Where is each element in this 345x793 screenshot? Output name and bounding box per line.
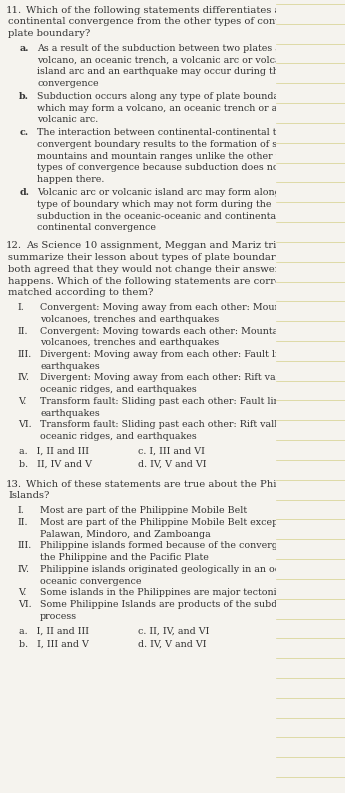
Text: a.   I, II and III: a. I, II and III xyxy=(19,446,89,456)
Text: Transform fault: Sliding past each other: Fault lines and: Transform fault: Sliding past each other… xyxy=(40,397,311,406)
Text: earthquakes: earthquakes xyxy=(40,362,100,371)
Text: II.: II. xyxy=(18,518,28,527)
Text: Some islands in the Philippines are major tectonic plates: Some islands in the Philippines are majo… xyxy=(40,588,314,597)
Text: Islands?: Islands? xyxy=(8,492,50,500)
Text: plate boundary?: plate boundary? xyxy=(8,29,90,38)
Text: Palawan, Mindoro, and Zamboanga: Palawan, Mindoro, and Zamboanga xyxy=(40,530,211,538)
Text: oceanic ridges, and earthquakes: oceanic ridges, and earthquakes xyxy=(40,385,197,394)
Text: Most are part of the Philippine Mobile Belt except for: Most are part of the Philippine Mobile B… xyxy=(40,518,299,527)
Text: volcanoes, trenches and earthquakes: volcanoes, trenches and earthquakes xyxy=(40,315,219,324)
Text: b.: b. xyxy=(19,92,29,101)
Text: VI.: VI. xyxy=(18,600,31,609)
Text: As a result of the subduction between two plates a: As a result of the subduction between tw… xyxy=(37,44,281,52)
Text: Subduction occurs along any type of plate boundaries: Subduction occurs along any type of plat… xyxy=(37,92,297,101)
Text: c.: c. xyxy=(19,128,28,137)
Text: d. IV, V and VI: d. IV, V and VI xyxy=(138,460,207,469)
Text: Which of these statements are true about the Philippine: Which of these statements are true about… xyxy=(26,480,312,488)
Text: convergent boundary results to the formation of steep: convergent boundary results to the forma… xyxy=(37,140,298,149)
Text: volcano, an oceanic trench, a volcanic arc or volcanic: volcano, an oceanic trench, a volcanic a… xyxy=(37,56,295,64)
Text: III.: III. xyxy=(18,542,32,550)
Text: subduction in the oceanic-oceanic and continental-: subduction in the oceanic-oceanic and co… xyxy=(37,212,283,220)
Text: Philippine islands originated geologically in an oceanic-: Philippine islands originated geological… xyxy=(40,565,309,574)
Text: Philippine islands formed because of the convergence of: Philippine islands formed because of the… xyxy=(40,542,313,550)
Text: b.   I, III and V: b. I, III and V xyxy=(19,639,89,649)
Text: happens. Which of the following statements are correctly: happens. Which of the following statemen… xyxy=(8,277,300,285)
Text: Convergent: Moving towards each other: Mountains,: Convergent: Moving towards each other: M… xyxy=(40,327,295,335)
Text: I.: I. xyxy=(18,303,25,312)
Text: The interaction between continental-continental type of: The interaction between continental-cont… xyxy=(37,128,306,137)
Text: IV.: IV. xyxy=(18,565,30,574)
Text: 11.: 11. xyxy=(6,6,22,14)
Text: V.: V. xyxy=(18,588,26,597)
Text: types of convergence because subduction does not: types of convergence because subduction … xyxy=(37,163,283,172)
Text: c. II, IV, and VI: c. II, IV, and VI xyxy=(138,626,209,635)
Text: type of boundary which may not form during the: type of boundary which may not form duri… xyxy=(37,200,272,209)
Text: Most are part of the Philippine Mobile Belt: Most are part of the Philippine Mobile B… xyxy=(40,506,247,515)
Text: volcanic arc.: volcanic arc. xyxy=(37,115,99,125)
Text: I.: I. xyxy=(18,506,25,515)
Text: Volcanic arc or volcanic island arc may form along this: Volcanic arc or volcanic island arc may … xyxy=(37,188,302,197)
Text: VI.: VI. xyxy=(18,420,31,430)
Text: oceanic convergence: oceanic convergence xyxy=(40,577,141,585)
Text: Divergent: Moving away from each other: Fault lines and: Divergent: Moving away from each other: … xyxy=(40,350,316,359)
Text: happen there.: happen there. xyxy=(37,175,105,184)
Text: island arc and an earthquake may occur during the: island arc and an earthquake may occur d… xyxy=(37,67,285,76)
Text: continental convergence: continental convergence xyxy=(37,224,156,232)
Text: 13.: 13. xyxy=(6,480,21,488)
Text: the Philippine and the Pacific Plate: the Philippine and the Pacific Plate xyxy=(40,553,209,562)
Text: Transform fault: Sliding past each other: Rift valleys,: Transform fault: Sliding past each other… xyxy=(40,420,296,430)
Text: a.: a. xyxy=(19,44,29,52)
Text: both agreed that they would not change their answers whatever: both agreed that they would not change t… xyxy=(8,265,336,274)
Text: mountains and mountain ranges unlike the other two: mountains and mountain ranges unlike the… xyxy=(37,151,294,161)
Text: V.: V. xyxy=(18,397,26,406)
Text: earthquakes: earthquakes xyxy=(40,408,100,418)
Text: summarize their lesson about types of plate boundaries. They: summarize their lesson about types of pl… xyxy=(8,253,322,262)
Text: b.   II, IV and V: b. II, IV and V xyxy=(19,460,92,469)
Text: III.: III. xyxy=(18,350,32,359)
Text: d. IV, V and VI: d. IV, V and VI xyxy=(138,639,207,649)
Text: Divergent: Moving away from each other: Rift valleys,: Divergent: Moving away from each other: … xyxy=(40,374,301,382)
Text: process: process xyxy=(40,611,77,621)
Text: d.: d. xyxy=(19,188,29,197)
Text: As Science 10 assignment, Meggan and Mariz tried to: As Science 10 assignment, Meggan and Mar… xyxy=(26,241,302,251)
Text: a.   I, II and III: a. I, II and III xyxy=(19,626,89,635)
Text: matched according to them?: matched according to them? xyxy=(8,289,154,297)
Text: II.: II. xyxy=(18,327,28,335)
Text: Convergent: Moving away from each other: Mountains,: Convergent: Moving away from each other:… xyxy=(40,303,307,312)
Text: Some Philippine Islands are products of the subduction: Some Philippine Islands are products of … xyxy=(40,600,307,609)
Text: oceanic ridges, and earthquakes: oceanic ridges, and earthquakes xyxy=(40,432,197,441)
Text: c. I, III and VI: c. I, III and VI xyxy=(138,446,205,456)
Text: continental convergence from the other types of convergent: continental convergence from the other t… xyxy=(8,17,315,26)
Text: IV.: IV. xyxy=(18,374,30,382)
Text: volcanoes, trenches and earthquakes: volcanoes, trenches and earthquakes xyxy=(40,339,219,347)
Text: 12.: 12. xyxy=(6,241,21,251)
Text: convergence: convergence xyxy=(37,79,99,88)
Text: Which of the following statements differentiates a continental-: Which of the following statements differ… xyxy=(26,6,345,14)
Text: which may form a volcano, an oceanic trench or a: which may form a volcano, an oceanic tre… xyxy=(37,104,277,113)
